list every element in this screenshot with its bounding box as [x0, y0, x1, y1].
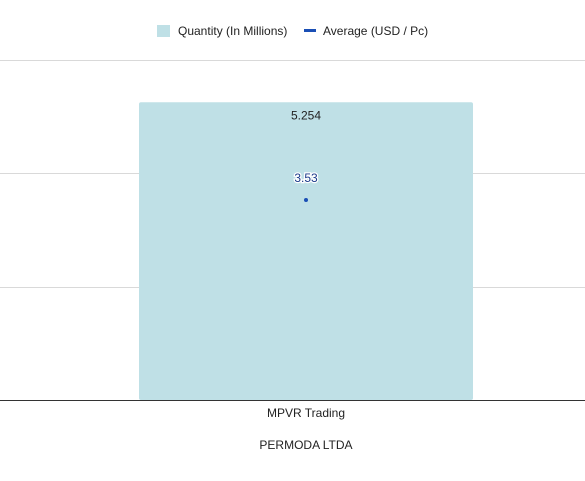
- x-tick-label: MPVR Trading: [267, 406, 345, 420]
- bars: 5.254: [139, 102, 473, 401]
- average-point: [304, 198, 308, 202]
- bar-quantity: [139, 102, 473, 401]
- legend-label-average: Average (USD / Pc): [323, 24, 428, 38]
- legend-label-quantity: Quantity (In Millions): [178, 24, 287, 38]
- bar-data-label: 5.254: [291, 108, 321, 122]
- average-data-label: 3.53: [294, 171, 318, 185]
- average-points: 3.53: [293, 170, 319, 202]
- legend: Quantity (In Millions) Average (USD / Pc…: [157, 24, 428, 38]
- legend-swatch-quantity: [157, 25, 170, 37]
- legend-swatch-average: [304, 29, 316, 32]
- x-axis-title: PERMODA LTDA: [259, 438, 352, 452]
